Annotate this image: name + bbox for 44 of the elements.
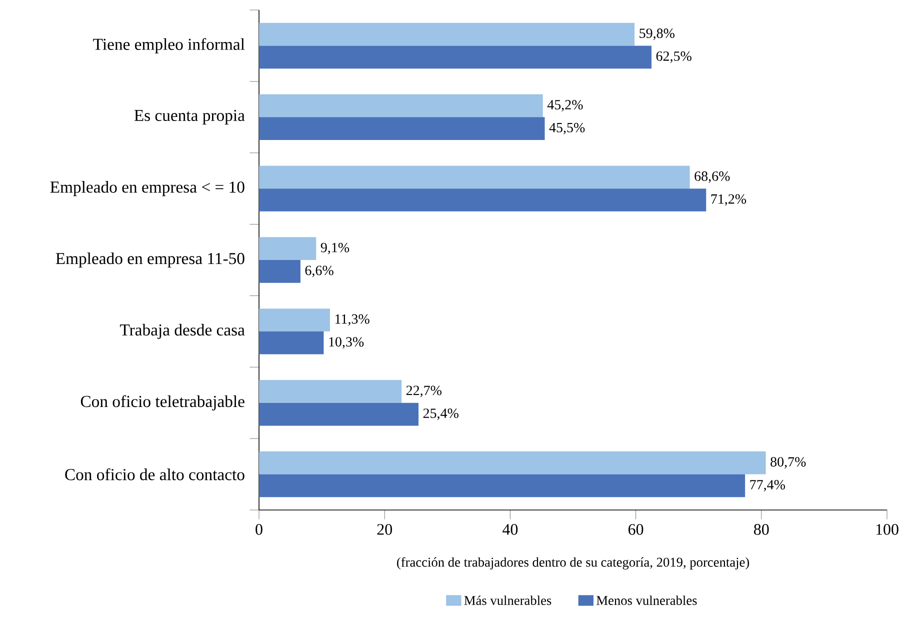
bar: [259, 402, 419, 426]
y-tick-label: Tiene empleo informal: [93, 38, 245, 54]
data-label: 45,5%: [549, 122, 585, 134]
legend-label: Más vulnerables: [464, 596, 552, 605]
legend-label: Menos vulnerables: [596, 596, 697, 605]
data-label: 6,6%: [305, 266, 334, 278]
bar: [259, 474, 746, 498]
bar: [259, 260, 300, 283]
bar: [259, 308, 330, 332]
bar: [259, 331, 324, 354]
bar: [259, 188, 706, 212]
x-tick-label: 0: [256, 524, 262, 535]
x-tick-label: 80: [754, 524, 769, 535]
y-tick-label: Con oficio teletrabajable: [80, 395, 244, 410]
x-axis-title: (fracción de trabajadores dentro de su categoría, 2019, porcentaje): [397, 557, 750, 570]
data-label: 10,3%: [329, 337, 364, 349]
bar: [259, 22, 635, 46]
bar: [259, 117, 545, 140]
x-tick-label: 100: [876, 524, 898, 535]
x-tick-label: 60: [628, 524, 644, 535]
data-label: 45,2%: [547, 100, 583, 112]
bar: [259, 237, 316, 260]
bar: [259, 380, 402, 403]
data-label: 9,1%: [320, 242, 350, 254]
data-label: 11,3%: [335, 314, 370, 326]
data-label: 22,7%: [406, 386, 442, 398]
data-label: 59,8%: [640, 28, 674, 40]
y-tick-label: Empleado en empresa < = 10: [50, 181, 244, 196]
bar: [259, 46, 652, 69]
y-tick-label: Empleado en empresa 11-50: [56, 252, 244, 268]
data-label: 68,6%: [694, 171, 730, 183]
y-tick-label: Con oficio de alto contacto: [65, 468, 244, 480]
data-label: 25,4%: [423, 408, 458, 420]
bar: [259, 94, 543, 118]
data-label: 71,2%: [711, 194, 746, 206]
x-tick-label: 40: [502, 524, 518, 535]
data-label: 80,7%: [770, 457, 806, 469]
data-label: 77,4%: [750, 480, 786, 492]
y-tick-label: Trabaja desde casa: [120, 324, 245, 339]
bar: [259, 451, 766, 474]
data-label: 62,5%: [656, 51, 692, 63]
bar: [259, 166, 690, 189]
x-tick-label: 20: [377, 524, 392, 535]
y-tick-label: Es cuenta propia: [134, 110, 245, 124]
